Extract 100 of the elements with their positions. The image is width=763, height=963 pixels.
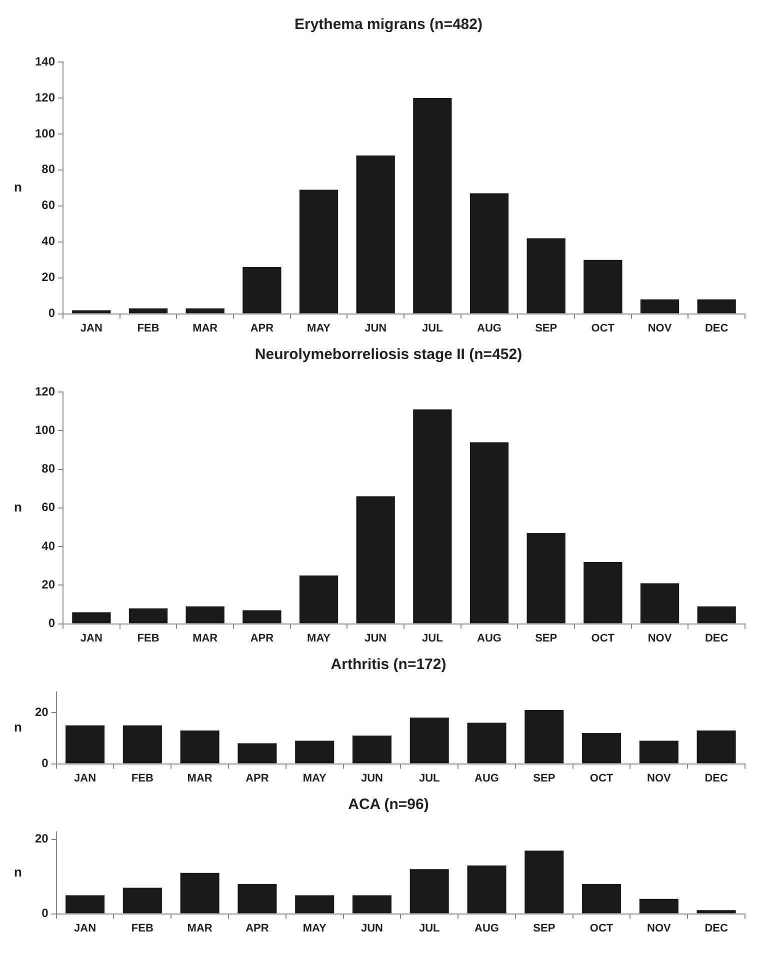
- y-tick-label: 140: [34, 54, 56, 68]
- x-tick-label: JAN: [80, 322, 102, 334]
- y-tick-label: 20: [42, 577, 56, 592]
- bar: [582, 884, 622, 914]
- x-tick-label: NOV: [648, 632, 672, 644]
- x-tick-label: OCT: [590, 922, 614, 934]
- x-tick-label: FEB: [137, 322, 160, 334]
- bar: [186, 606, 224, 624]
- y-tick-label: 0: [42, 756, 49, 770]
- x-tick-label: APR: [246, 922, 269, 934]
- bar: [524, 850, 564, 914]
- y-axis-title: n: [14, 719, 22, 734]
- x-tick-label: OCT: [591, 632, 615, 644]
- bar: [470, 442, 509, 624]
- chart-title: Neurolymeborreliosis stage II (n=452): [254, 346, 522, 364]
- bar: [352, 736, 392, 764]
- bar: [582, 733, 622, 764]
- y-tick-label: 40: [42, 234, 56, 248]
- x-tick-label: APR: [250, 632, 274, 644]
- y-tick-label: 0: [48, 616, 56, 630]
- bar: [122, 888, 162, 914]
- bar: [410, 869, 449, 914]
- x-tick-label: MAY: [307, 632, 332, 644]
- bar: [128, 608, 168, 624]
- bar: [696, 910, 736, 914]
- y-tick-label: 60: [42, 198, 56, 212]
- y-tick-label: 20: [34, 704, 49, 719]
- bar: [186, 308, 224, 314]
- bar: [356, 496, 395, 624]
- bar: [72, 310, 111, 314]
- x-tick-label: JUN: [364, 322, 387, 334]
- x-tick-label: DEC: [704, 772, 728, 784]
- bar: [242, 267, 282, 314]
- x-tick-label: SEP: [535, 322, 558, 334]
- x-tick-label: JAN: [74, 922, 96, 934]
- y-tick-label: 60: [42, 500, 56, 514]
- y-tick-label: 0: [42, 906, 49, 920]
- bar: [299, 190, 338, 314]
- bar: [470, 193, 509, 314]
- x-tick-label: MAY: [302, 922, 327, 934]
- x-tick-label: NOV: [646, 772, 672, 784]
- bar: [180, 872, 220, 914]
- y-tick-label: 80: [42, 462, 56, 476]
- chart-title: Arthritis (n=172): [330, 656, 446, 674]
- x-tick-label: DEC: [704, 322, 728, 334]
- x-tick-label: FEB: [131, 922, 154, 934]
- x-tick-label: SEP: [533, 922, 556, 934]
- x-tick-label: JUN: [364, 632, 387, 644]
- bar: [352, 895, 392, 914]
- x-tick-label: SEP: [535, 632, 558, 644]
- bar: [467, 722, 506, 764]
- bar: [238, 743, 277, 764]
- bar: [180, 730, 220, 764]
- bar: [410, 718, 449, 764]
- y-tick-label: 40: [42, 538, 56, 553]
- x-tick-label: JAN: [80, 632, 102, 644]
- x-tick-label: AUG: [474, 772, 499, 784]
- x-tick-label: NOV: [648, 322, 672, 334]
- bar: [697, 299, 736, 314]
- chart-title: Erythema migrans (n=482): [294, 16, 482, 34]
- bar: [640, 583, 680, 624]
- x-tick-label: FEB: [137, 632, 160, 644]
- x-tick-label: JUN: [360, 772, 384, 784]
- bar: [66, 725, 105, 764]
- bar: [238, 884, 277, 914]
- x-tick-label: JUL: [422, 632, 444, 644]
- x-tick-label: DEC: [704, 632, 728, 644]
- bar: [639, 740, 678, 764]
- x-tick-label: MAR: [192, 322, 218, 334]
- bar: [640, 299, 680, 314]
- x-tick-label: SEP: [533, 772, 556, 784]
- bar: [122, 725, 162, 764]
- x-tick-label: MAR: [192, 632, 218, 644]
- x-tick-label: JAN: [74, 772, 96, 784]
- x-tick-label: AUG: [474, 922, 499, 934]
- bar: [128, 308, 168, 314]
- x-tick-label: AUG: [477, 322, 502, 334]
- y-tick-label: 20: [42, 270, 56, 284]
- bar: [72, 612, 111, 624]
- bar: [356, 156, 395, 314]
- chart-title: ACA (n=96): [348, 796, 429, 814]
- y-tick-label: 0: [48, 306, 56, 320]
- x-tick-label: DEC: [704, 922, 728, 934]
- x-tick-label: OCT: [591, 322, 615, 334]
- y-tick-label: 100: [34, 126, 56, 140]
- bar: [584, 562, 622, 624]
- bar: [413, 98, 452, 314]
- x-tick-label: APR: [250, 322, 274, 334]
- x-tick-label: AUG: [477, 632, 502, 644]
- x-tick-label: APR: [246, 772, 269, 784]
- bar: [584, 260, 622, 314]
- x-tick-label: MAY: [302, 772, 327, 784]
- bar: [242, 610, 282, 624]
- y-tick-label: 20: [34, 832, 49, 846]
- y-axis-title: n: [14, 499, 22, 514]
- bar: [696, 730, 736, 764]
- y-tick-label: 120: [34, 384, 56, 398]
- bar: [413, 409, 452, 624]
- bar: [295, 740, 334, 764]
- x-tick-label: JUL: [418, 922, 440, 934]
